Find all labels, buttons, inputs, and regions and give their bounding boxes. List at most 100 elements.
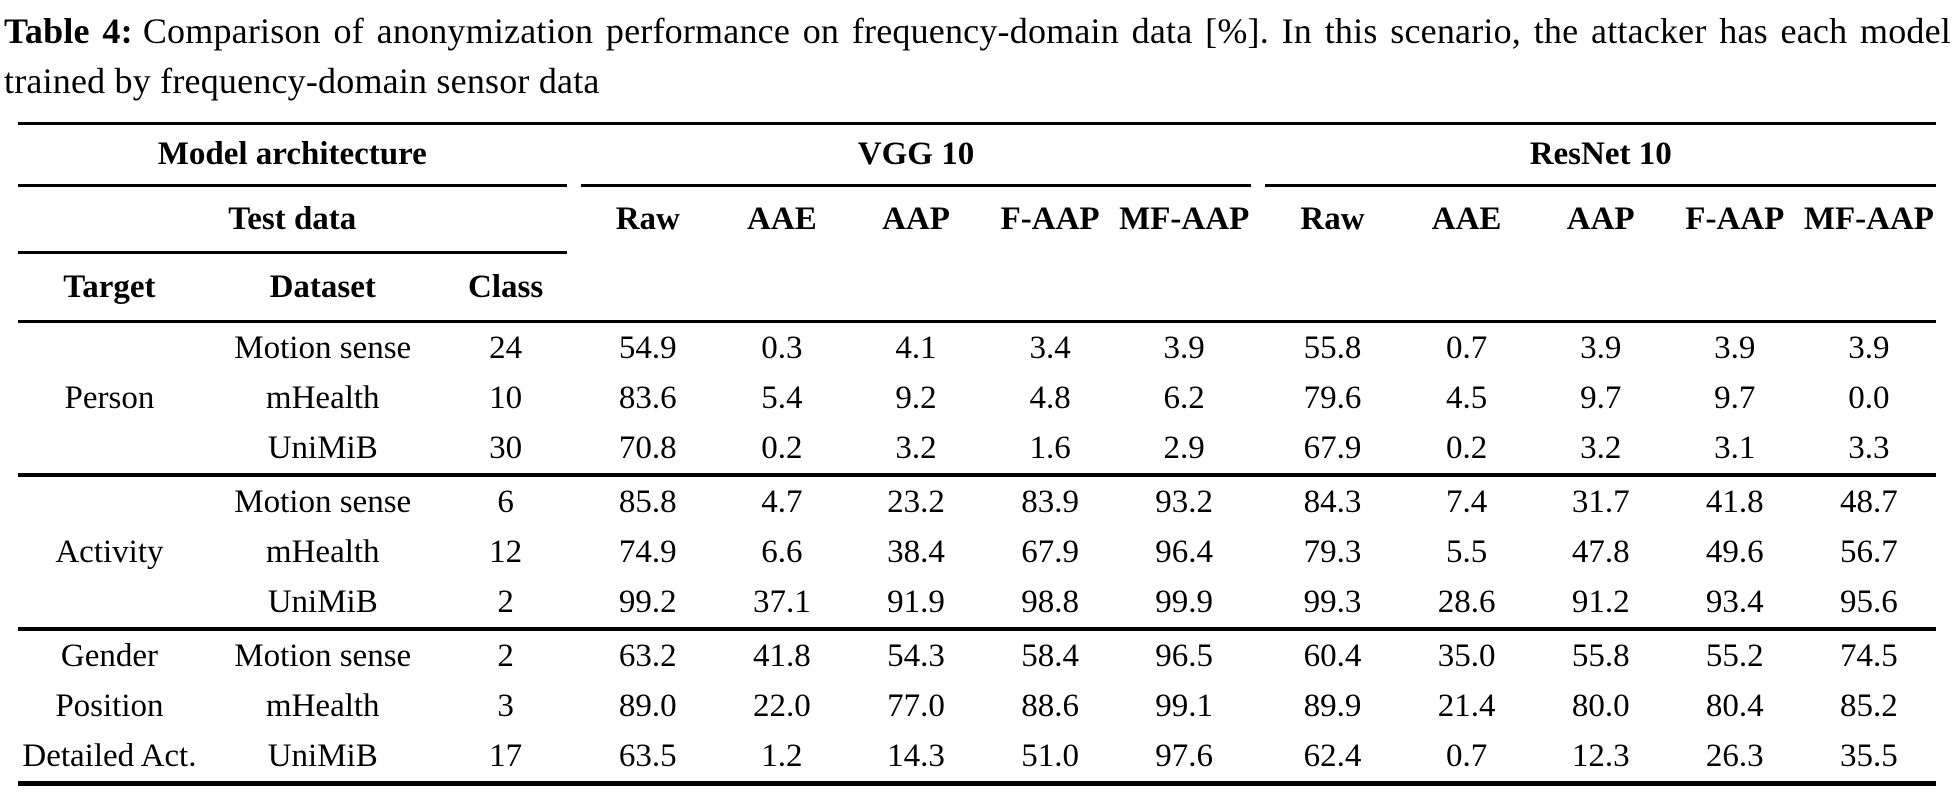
cell-vgg-raw: 74.9	[618, 533, 677, 570]
cell-vgg-raw: 63.2	[580, 627, 715, 681]
cell-class: 24	[489, 329, 523, 366]
cell-vgg-raw: 83.6	[618, 379, 677, 416]
cell-vgg-mf-aap: 97.6	[1117, 731, 1252, 786]
cell-vgg-f-aap: 3.4	[1029, 329, 1071, 366]
column-gap	[1251, 731, 1266, 786]
cell-resnet-raw: 89.9	[1303, 687, 1362, 724]
cell-target: Position	[55, 687, 164, 724]
cell-target	[18, 322, 201, 374]
cell-target: Person	[64, 379, 155, 416]
cell-target	[18, 577, 201, 629]
cell-vgg-f-aap: 98.8	[1021, 583, 1079, 620]
cell-resnet-raw: 79.3	[1303, 533, 1362, 570]
cell-resnet-raw: 60.4	[1265, 627, 1400, 681]
cell-resnet-f-aap: 93.4	[1705, 583, 1764, 620]
column-gap	[1251, 252, 1266, 323]
cell-resnet-raw: 79.6	[1303, 379, 1362, 416]
cell-resnet-f-aap: 9.7	[1714, 379, 1756, 416]
cell-vgg-f-aap: 88.6	[1021, 687, 1079, 724]
cell-vgg-aap: 4.1	[895, 329, 937, 366]
table-row: UniMiB 30 70.8 0.2 3.2 1.6 2.9 67.9 0.2 3.2 3.1 3.3	[18, 423, 1936, 475]
cell-resnet-mf-aap: 56.7	[1840, 533, 1898, 570]
cell-resnet-mf-aap: 0.0	[1848, 379, 1890, 416]
vgg-raw-header: Raw	[615, 201, 680, 238]
cell-vgg-mf-aap: 3.9	[1163, 329, 1205, 366]
cell-resnet-mf-aap: 74.5	[1801, 627, 1936, 681]
column-gap	[1251, 527, 1265, 577]
cell-class: 2	[444, 627, 567, 681]
column-gap	[567, 527, 581, 577]
cell-resnet-aae: 35.0	[1399, 627, 1534, 681]
test-data-header: Test data	[18, 185, 567, 254]
cell-class: 10	[489, 379, 523, 416]
cell-resnet-f-aap: 3.9	[1714, 329, 1756, 366]
cell-dataset: Motion sense	[234, 329, 412, 366]
cell-vgg-aae: 37.1	[753, 583, 811, 620]
cell-class: 6	[444, 473, 567, 527]
cell-vgg-mf-aap: 6.2	[1163, 379, 1205, 416]
cell-vgg-aap: 91.9	[887, 583, 945, 620]
cell-vgg-aap: 14.3	[848, 731, 984, 786]
resnet-group-header: ResNet 10	[1265, 122, 1936, 187]
cell-vgg-aap: 77.0	[887, 687, 945, 724]
cell-dataset: Motion sense	[200, 473, 445, 527]
cell-dataset: mHealth	[265, 379, 380, 416]
cell-resnet-aap: 91.2	[1571, 583, 1630, 620]
column-gap	[566, 731, 581, 786]
table-row: Position mHealth 3 89.0 22.0 77.0 88.6 99.1 89.9…	[18, 681, 1936, 731]
vgg-f-aap-header: F-AAP	[1000, 201, 1100, 238]
table-row: Motion sense 24 54.9 0.3 4.1 3.4 3.9 55.8 0.7 3.9…	[18, 322, 1936, 374]
cell-vgg-f-aap: 83.9	[983, 473, 1118, 527]
cell-vgg-f-aap: 4.8	[1029, 379, 1071, 416]
column-gap	[1251, 373, 1265, 423]
resnet-aap-header: AAP	[1566, 201, 1635, 238]
column-gap	[1251, 322, 1265, 374]
column-gap	[567, 681, 581, 731]
cell-vgg-raw: 99.2	[618, 583, 677, 620]
cell-resnet-aae: 28.6	[1437, 583, 1496, 620]
cell-vgg-raw: 63.5	[580, 731, 715, 786]
column-header-row: Target Dataset Class	[18, 252, 1936, 323]
cell-vgg-raw: 54.9	[618, 329, 677, 366]
cell-dataset: mHealth	[265, 687, 380, 724]
cell-resnet-raw: 99.3	[1303, 583, 1362, 620]
vgg-mf-aap-header: MF-AAP	[1119, 201, 1250, 238]
cell-vgg-aae: 0.3	[761, 329, 803, 366]
cell-dataset: mHealth	[265, 533, 380, 570]
table-caption-text: Comparison of anonymization performance …	[4, 11, 1951, 101]
cell-target: Detailed Act.	[18, 731, 201, 786]
cell-vgg-aae: 0.2	[761, 429, 803, 466]
group-header-row: Model architecture VGG 10 ResNet 10	[18, 122, 1936, 187]
dataset-column-header: Dataset	[200, 252, 445, 323]
cell-target: Activity	[55, 533, 164, 570]
cell-vgg-aap: 9.2	[895, 379, 937, 416]
column-gap	[566, 473, 581, 527]
cell-vgg-mf-aap: 96.5	[1117, 627, 1252, 681]
cell-resnet-aae: 21.4	[1437, 687, 1496, 724]
metric-header-row: Test data Raw AAE AAP F-AAP MF-AAP Raw A…	[18, 185, 1936, 254]
column-gap	[1251, 681, 1265, 731]
cell-resnet-aae: 0.7	[1399, 731, 1534, 786]
cell-vgg-mf-aap: 99.1	[1155, 687, 1214, 724]
cell-resnet-mf-aap: 95.6	[1840, 583, 1898, 620]
cell-target: Gender	[18, 627, 201, 681]
cell-target	[18, 423, 201, 475]
class-column-header: Class	[444, 252, 567, 323]
table-row: Person mHealth 10 83.6 5.4 9.2 4.8 6.2 79.6 4.5 9.…	[18, 373, 1936, 423]
cell-resnet-aap: 12.3	[1533, 731, 1668, 786]
cell-vgg-mf-aap: 96.4	[1155, 533, 1214, 570]
table-header: Model architecture VGG 10 ResNet 10 Test…	[18, 122, 1936, 323]
cell-vgg-f-aap: 58.4	[983, 627, 1118, 681]
cell-dataset: UniMiB	[200, 731, 445, 786]
column-gap	[567, 423, 581, 475]
cell-vgg-aap: 3.2	[895, 429, 937, 466]
cell-resnet-mf-aap: 3.3	[1848, 429, 1890, 466]
cell-vgg-f-aap: 51.0	[983, 731, 1118, 786]
cell-resnet-aap: 3.9	[1580, 329, 1622, 366]
cell-vgg-aae: 22.0	[753, 687, 811, 724]
table-caption-label: Table 4:	[4, 11, 133, 51]
cell-dataset: UniMiB	[267, 583, 378, 620]
cell-resnet-raw: 55.8	[1303, 329, 1362, 366]
column-gap	[566, 252, 581, 323]
cell-class: 3	[497, 687, 514, 724]
